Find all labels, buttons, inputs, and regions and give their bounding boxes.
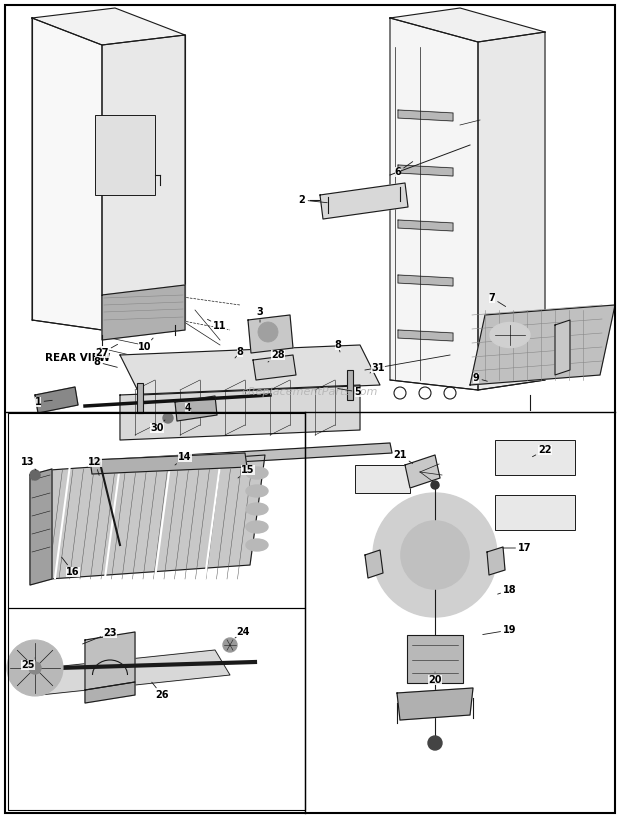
Polygon shape bbox=[35, 455, 265, 580]
Polygon shape bbox=[478, 32, 545, 390]
Polygon shape bbox=[398, 220, 453, 231]
Ellipse shape bbox=[490, 322, 530, 348]
Bar bbox=[495, 440, 575, 475]
Ellipse shape bbox=[246, 521, 268, 533]
Polygon shape bbox=[365, 550, 383, 578]
Text: 25: 25 bbox=[21, 658, 35, 670]
Ellipse shape bbox=[246, 485, 268, 497]
Circle shape bbox=[428, 736, 442, 750]
Polygon shape bbox=[405, 455, 440, 488]
Circle shape bbox=[401, 521, 469, 589]
Text: 8: 8 bbox=[235, 347, 244, 358]
Polygon shape bbox=[35, 387, 78, 413]
Polygon shape bbox=[555, 320, 570, 375]
Polygon shape bbox=[397, 688, 473, 720]
Text: 31: 31 bbox=[370, 363, 385, 373]
Text: 8: 8 bbox=[335, 340, 342, 352]
Polygon shape bbox=[100, 443, 392, 470]
Polygon shape bbox=[32, 18, 102, 330]
Polygon shape bbox=[253, 355, 296, 380]
Circle shape bbox=[163, 413, 173, 423]
Polygon shape bbox=[120, 345, 380, 395]
Circle shape bbox=[258, 322, 278, 342]
Bar bbox=[407, 635, 463, 683]
Text: 20: 20 bbox=[428, 672, 441, 685]
Polygon shape bbox=[398, 330, 453, 341]
Ellipse shape bbox=[246, 539, 268, 551]
Polygon shape bbox=[175, 396, 217, 421]
Polygon shape bbox=[487, 547, 505, 575]
Circle shape bbox=[373, 493, 497, 617]
Ellipse shape bbox=[246, 467, 268, 479]
Text: 13: 13 bbox=[21, 457, 36, 470]
Polygon shape bbox=[398, 165, 453, 176]
Text: 27: 27 bbox=[95, 344, 118, 358]
Text: 14: 14 bbox=[175, 452, 192, 465]
Ellipse shape bbox=[246, 503, 268, 515]
Text: 1: 1 bbox=[35, 397, 52, 407]
Polygon shape bbox=[102, 35, 185, 330]
Bar bbox=[495, 495, 575, 530]
Polygon shape bbox=[320, 183, 408, 219]
Bar bbox=[8, 608, 305, 810]
Polygon shape bbox=[102, 285, 185, 340]
Circle shape bbox=[30, 470, 40, 480]
Text: 12: 12 bbox=[88, 457, 102, 475]
Text: 9: 9 bbox=[472, 373, 487, 383]
Polygon shape bbox=[120, 385, 360, 440]
Text: eReplacementParts.com: eReplacementParts.com bbox=[242, 387, 378, 397]
Text: 17: 17 bbox=[503, 543, 532, 553]
Circle shape bbox=[223, 638, 237, 652]
Text: 6: 6 bbox=[394, 162, 413, 177]
Bar bbox=[347, 370, 353, 400]
Text: 7: 7 bbox=[489, 293, 506, 307]
Polygon shape bbox=[25, 650, 230, 695]
Polygon shape bbox=[32, 8, 185, 45]
Text: 21: 21 bbox=[393, 450, 413, 464]
Text: 16: 16 bbox=[61, 557, 80, 577]
Polygon shape bbox=[470, 305, 615, 385]
Polygon shape bbox=[30, 469, 52, 585]
Bar bbox=[137, 383, 143, 413]
Polygon shape bbox=[390, 18, 478, 390]
Text: 4: 4 bbox=[185, 400, 192, 413]
Text: REAR VIEW: REAR VIEW bbox=[45, 353, 110, 363]
Text: 26: 26 bbox=[152, 682, 169, 700]
Text: 3: 3 bbox=[257, 307, 264, 322]
Bar bbox=[95, 115, 155, 195]
Circle shape bbox=[7, 640, 63, 696]
Polygon shape bbox=[248, 315, 293, 353]
Text: 8: 8 bbox=[94, 357, 117, 367]
Polygon shape bbox=[398, 275, 453, 286]
Text: 18: 18 bbox=[498, 585, 517, 595]
Circle shape bbox=[29, 662, 41, 674]
Polygon shape bbox=[90, 453, 247, 474]
Text: 2: 2 bbox=[299, 195, 327, 205]
Text: 15: 15 bbox=[238, 465, 255, 478]
Circle shape bbox=[431, 481, 439, 489]
Text: 24: 24 bbox=[235, 627, 250, 638]
Text: 30: 30 bbox=[150, 420, 165, 433]
Bar bbox=[8, 413, 305, 608]
Text: 10: 10 bbox=[138, 338, 153, 352]
Text: 28: 28 bbox=[268, 350, 285, 362]
Polygon shape bbox=[85, 682, 135, 703]
Text: 5: 5 bbox=[338, 387, 361, 397]
Bar bbox=[355, 465, 410, 493]
Text: 11: 11 bbox=[208, 319, 227, 331]
Text: 19: 19 bbox=[483, 625, 516, 635]
Polygon shape bbox=[398, 110, 453, 121]
Polygon shape bbox=[390, 8, 545, 42]
Text: 22: 22 bbox=[533, 445, 552, 456]
Text: 23: 23 bbox=[82, 628, 117, 644]
Polygon shape bbox=[85, 632, 135, 690]
